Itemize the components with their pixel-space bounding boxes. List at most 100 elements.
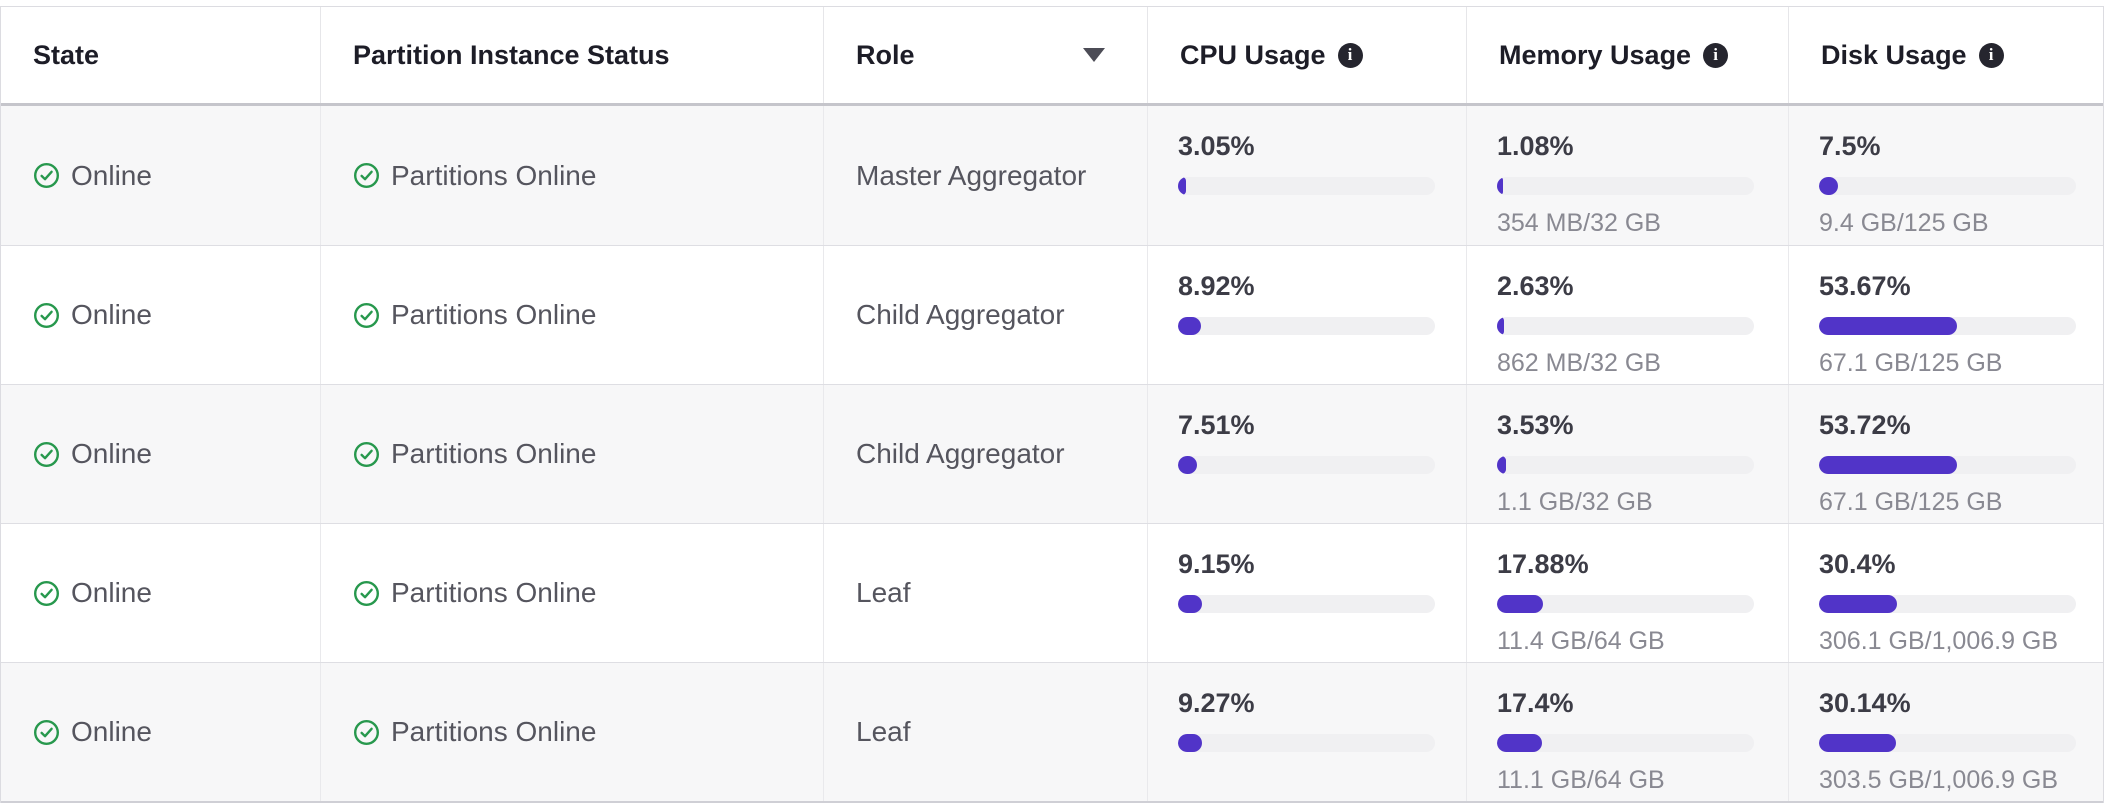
info-icon[interactable]: i (1337, 42, 1363, 68)
disk-percent: 7.5% (1819, 131, 1881, 161)
disk-usage-bar (1819, 456, 2076, 474)
memory-usage-bar-fill (1497, 456, 1507, 474)
disk-detail: 9.4 GB/125 GB (1819, 209, 1989, 237)
column-header-role[interactable]: Role (824, 7, 1148, 103)
disk-usage-bar-fill (1819, 595, 1898, 613)
disk-usage-bar (1819, 595, 2076, 613)
memory-usage-bar (1497, 456, 1754, 474)
partition-status-cell: Partitions Online (321, 524, 824, 662)
cpu-usage-bar (1178, 595, 1435, 613)
cpu-percent: 8.92% (1178, 271, 1255, 301)
disk-usage-bar-fill (1819, 734, 1897, 752)
cpu-usage-bar-fill (1178, 177, 1186, 195)
partition-status-label: Partitions Online (391, 159, 597, 191)
state-label: Online (71, 159, 152, 191)
column-label: CPU Usage (1180, 39, 1326, 70)
memory-usage-bar (1497, 734, 1754, 752)
partition-status-cell: Partitions Online (321, 385, 824, 523)
check-circle-icon (33, 580, 60, 607)
table-row[interactable]: Online Partitions Online Leaf 9.15% (1, 523, 2103, 662)
role-cell: Child Aggregator (824, 385, 1148, 523)
disk-detail: 303.5 GB/1,006.9 GB (1819, 766, 2059, 794)
column-header-memory-usage[interactable]: Memory Usage i (1467, 7, 1789, 103)
state-cell: Online (1, 524, 321, 662)
role-label: Child Aggregator (856, 438, 1065, 469)
disk-usage-cell: 53.72% 67.1 GB/125 GB (1789, 385, 2103, 523)
column-label: Memory Usage (1499, 39, 1692, 70)
disk-detail: 67.1 GB/125 GB (1819, 349, 2003, 377)
disk-detail: 306.1 GB/1,006.9 GB (1819, 627, 2059, 655)
state-label: Online (71, 438, 152, 469)
check-circle-icon (353, 162, 380, 189)
column-header-cpu-usage[interactable]: CPU Usage i (1148, 7, 1467, 103)
state-label: Online (71, 299, 152, 330)
partition-status-cell: Partitions Online (321, 106, 824, 245)
state-cell: Online (1, 106, 321, 245)
state-label: Online (71, 577, 152, 608)
cpu-usage-bar-fill (1178, 317, 1201, 335)
nodes-table: State Partition Instance Status Role CPU… (0, 6, 2104, 803)
disk-usage-cell: 53.67% 67.1 GB/125 GB (1789, 246, 2103, 384)
role-cell: Leaf (824, 524, 1148, 662)
state-cell: Online (1, 663, 321, 801)
table-row[interactable]: Online Partitions Online Leaf 9.27% (1, 662, 2103, 801)
cpu-usage-bar (1178, 734, 1435, 752)
role-cell: Leaf (824, 663, 1148, 801)
disk-usage-bar (1819, 177, 2076, 195)
partition-status-cell: Partitions Online (321, 663, 824, 801)
role-cell: Master Aggregator (824, 106, 1148, 245)
role-label: Master Aggregator (856, 159, 1087, 191)
partition-status-label: Partitions Online (391, 577, 597, 608)
column-header-disk-usage[interactable]: Disk Usage i (1789, 7, 2103, 103)
sort-desc-icon (1083, 48, 1105, 62)
cpu-usage-bar (1178, 317, 1435, 335)
memory-percent: 1.08% (1497, 131, 1574, 161)
disk-usage-bar (1819, 734, 2076, 752)
table-header: State Partition Instance Status Role CPU… (1, 7, 2103, 106)
memory-percent: 17.4% (1497, 688, 1574, 718)
memory-usage-bar (1497, 317, 1754, 335)
memory-usage-bar-fill (1497, 177, 1503, 195)
disk-usage-bar (1819, 317, 2076, 335)
cpu-usage-cell: 7.51% (1148, 385, 1467, 523)
disk-percent: 30.4% (1819, 549, 1896, 579)
partition-status-label: Partitions Online (391, 299, 597, 330)
memory-percent: 3.53% (1497, 410, 1574, 440)
memory-usage-cell: 3.53% 1.1 GB/32 GB (1467, 385, 1789, 523)
disk-percent: 53.67% (1819, 271, 1911, 301)
partition-status-label: Partitions Online (391, 438, 597, 469)
check-circle-icon (353, 580, 380, 607)
memory-usage-bar-fill (1497, 317, 1504, 335)
cpu-percent: 9.27% (1178, 688, 1255, 718)
column-label: Disk Usage (1821, 39, 1967, 70)
check-circle-icon (33, 441, 60, 468)
memory-percent: 17.88% (1497, 549, 1589, 579)
disk-percent: 53.72% (1819, 410, 1911, 440)
column-header-partition-instance-status[interactable]: Partition Instance Status (321, 7, 824, 103)
disk-percent: 30.14% (1819, 688, 1911, 718)
table-row[interactable]: Online Partitions Online Child Aggregato… (1, 384, 2103, 523)
cpu-usage-cell: 9.15% (1148, 524, 1467, 662)
cpu-percent: 7.51% (1178, 410, 1255, 440)
disk-usage-bar-fill (1819, 456, 1958, 474)
cpu-usage-cell: 3.05% (1148, 106, 1467, 245)
info-icon[interactable]: i (1703, 42, 1729, 68)
memory-detail: 11.1 GB/64 GB (1497, 766, 1665, 794)
table-row[interactable]: Online Partitions Online Child Aggregato… (1, 245, 2103, 384)
info-icon[interactable]: i (1978, 42, 2004, 68)
memory-percent: 2.63% (1497, 271, 1574, 301)
cpu-percent: 9.15% (1178, 549, 1255, 579)
check-circle-icon (33, 302, 60, 329)
memory-detail: 11.4 GB/64 GB (1497, 627, 1665, 655)
memory-usage-cell: 17.4% 11.1 GB/64 GB (1467, 663, 1789, 801)
memory-detail: 354 MB/32 GB (1497, 209, 1661, 237)
column-label: Partition Instance Status (353, 39, 670, 70)
column-header-state[interactable]: State (1, 7, 321, 103)
memory-detail: 1.1 GB/32 GB (1497, 488, 1653, 516)
state-cell: Online (1, 246, 321, 384)
role-label: Leaf (856, 716, 911, 747)
role-cell: Child Aggregator (824, 246, 1148, 384)
table-row[interactable]: Online Partitions Online Master Aggregat… (1, 106, 2103, 245)
cpu-usage-bar-fill (1178, 595, 1202, 613)
check-circle-icon (353, 441, 380, 468)
